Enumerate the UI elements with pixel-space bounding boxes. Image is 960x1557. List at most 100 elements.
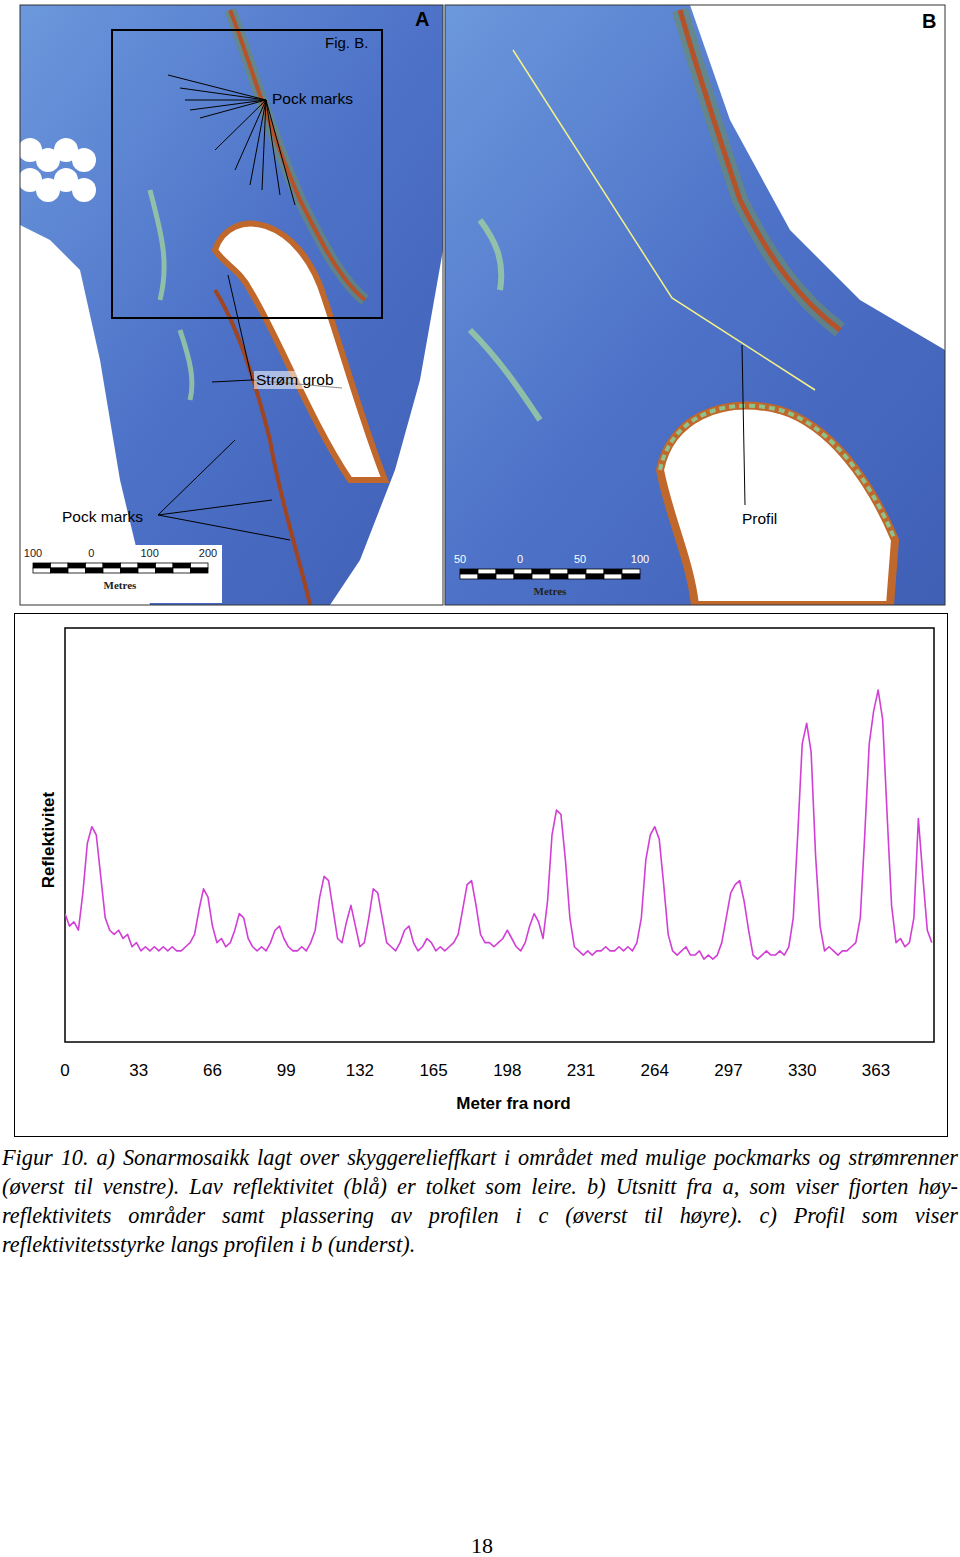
x-tick-label: 330: [788, 1061, 816, 1080]
leader-line: [742, 345, 745, 505]
scale-bar: [156, 568, 174, 573]
scale-bar: [586, 569, 604, 574]
map-b: [445, 5, 945, 605]
y-axis-label: Reflektivitet: [39, 791, 58, 888]
label-bg: [254, 371, 344, 389]
plot-frame: [65, 628, 934, 1042]
scale-bar: [532, 574, 550, 579]
scale-label: 0: [88, 547, 94, 559]
annotation: Strøm grob: [256, 371, 334, 388]
x-tick-label: 264: [641, 1061, 669, 1080]
scale-bar: [86, 563, 104, 568]
caption: Figur 10. a) Sonarmosaikk lagt over skyg…: [2, 1143, 958, 1259]
scale-label: 0: [517, 553, 523, 565]
panel-frame: [445, 5, 945, 605]
scale-bar: [604, 574, 622, 579]
panel-label: A: [415, 8, 429, 30]
leader-line: [266, 100, 280, 195]
x-tick-label: 198: [493, 1061, 521, 1080]
annotation: Pock marks: [272, 90, 353, 107]
x-tick-label: 0: [60, 1061, 69, 1080]
leader-line: [250, 100, 266, 185]
map-bg: [445, 5, 945, 605]
leader-line: [266, 100, 295, 205]
scale-label: 100: [631, 553, 649, 565]
scale-bar: [191, 568, 209, 573]
ridge: [680, 10, 840, 330]
leader-line: [158, 500, 272, 515]
leader-line: [158, 440, 235, 515]
scale-bar: [68, 563, 86, 568]
leader-line: [228, 275, 252, 380]
seafloor: [445, 5, 945, 605]
scale-bar: [514, 574, 532, 579]
annotation: Profil: [742, 510, 777, 527]
scale-bar: [586, 574, 604, 579]
panel-label: B: [922, 10, 936, 32]
scale-bar: [156, 563, 174, 568]
scale-bg: [22, 545, 222, 603]
scale-bar: [622, 569, 640, 574]
scale-bar: [121, 563, 139, 568]
x-tick-label: 297: [714, 1061, 742, 1080]
scale-bar: [460, 569, 478, 574]
scale-bar: [33, 563, 51, 568]
scale-bar: [532, 569, 550, 574]
scale-bar: [514, 569, 532, 574]
island: [215, 224, 385, 480]
scale-bar: [33, 568, 51, 573]
scale-bar: [460, 574, 478, 579]
leader-line: [235, 100, 266, 170]
x-tick-label: 99: [277, 1061, 296, 1080]
leader-line: [158, 515, 290, 540]
annotation: Pock marks: [62, 508, 143, 525]
blank-area: [72, 148, 96, 172]
leader-line: [200, 100, 266, 118]
x-tick-label: 363: [862, 1061, 890, 1080]
scale-label: 100: [24, 547, 42, 559]
ridge: [660, 406, 895, 540]
scale-bar: [86, 568, 104, 573]
x-tick-label: 165: [419, 1061, 447, 1080]
leader-line: [190, 100, 266, 110]
scale-bar: [103, 568, 121, 573]
ridge: [150, 190, 192, 400]
scale-bar: [478, 569, 496, 574]
scale-bar: [478, 574, 496, 579]
scale-bar: [103, 563, 121, 568]
blank-area: [72, 178, 96, 202]
inset-box: [112, 30, 382, 318]
reflectivity-line: [65, 690, 932, 959]
island: [660, 406, 895, 605]
scale-bar: [51, 568, 69, 573]
x-tick-label: 132: [346, 1061, 374, 1080]
scale-bar: [51, 563, 69, 568]
scale-bar: [173, 568, 191, 573]
scale-bar: [138, 568, 156, 573]
scale-unit: Metres: [104, 579, 137, 591]
scale-bar: [568, 569, 586, 574]
panel-frame: [20, 5, 443, 605]
scale-bar: [173, 563, 191, 568]
scale-bar: [68, 568, 86, 573]
leader-line: [168, 75, 266, 100]
scale-bar: [121, 568, 139, 573]
ridge: [470, 220, 540, 420]
x-tick-label: 66: [203, 1061, 222, 1080]
page: AFig. B.Pock marksStrøm grobPock marks10…: [0, 0, 960, 1557]
ridge: [215, 290, 310, 605]
leader-line: [212, 380, 252, 382]
seafloor: [20, 5, 443, 605]
scale-bar: [622, 574, 640, 579]
map-a: [20, 5, 443, 605]
scale-bar: [496, 569, 514, 574]
scale-bar: [550, 569, 568, 574]
scale-unit: Metres: [534, 585, 567, 597]
chart-frame: [15, 614, 948, 1137]
series-group: [65, 690, 932, 959]
leader-line: [180, 88, 266, 100]
scale-bar: [550, 574, 568, 579]
scale-bar: [604, 569, 622, 574]
ridge: [680, 10, 840, 330]
scale-label: 200: [199, 547, 217, 559]
